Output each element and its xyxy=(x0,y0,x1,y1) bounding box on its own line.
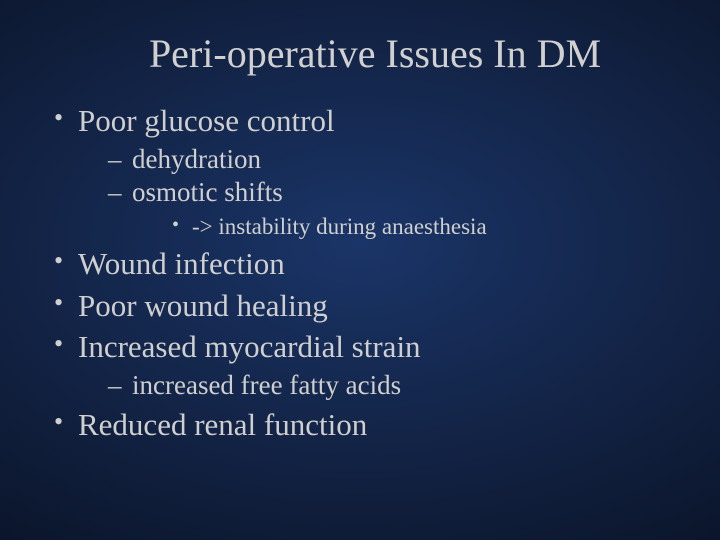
list-item: Wound infection xyxy=(50,244,670,284)
sub-list: dehydration osmotic shifts -> instabilit… xyxy=(78,143,670,242)
bullet-text: Wound infection xyxy=(78,246,285,281)
bullet-list: Poor glucose control dehydration osmotic… xyxy=(50,101,670,445)
list-item: -> instability during anaesthesia xyxy=(170,212,670,242)
sub-sub-list: -> instability during anaesthesia xyxy=(132,212,670,242)
sub-list: increased free fatty acids xyxy=(78,369,670,403)
list-item: Poor glucose control dehydration osmotic… xyxy=(50,101,670,242)
bullet-text: -> instability during anaesthesia xyxy=(192,214,487,239)
bullet-text: Poor glucose control xyxy=(78,103,335,138)
slide-title: Peri-operative Issues In DM xyxy=(50,30,670,77)
bullet-text: Reduced renal function xyxy=(78,407,367,442)
bullet-text: Poor wound healing xyxy=(78,288,328,323)
bullet-text: osmotic shifts xyxy=(132,177,283,207)
list-item: increased free fatty acids xyxy=(108,369,670,403)
list-item: dehydration xyxy=(108,143,670,177)
bullet-text: increased free fatty acids xyxy=(132,370,401,400)
list-item: Increased myocardial strain increased fr… xyxy=(50,327,670,402)
bullet-text: dehydration xyxy=(132,144,261,174)
list-item: Poor wound healing xyxy=(50,286,670,326)
list-item: Reduced renal function xyxy=(50,405,670,445)
slide: Peri-operative Issues In DM Poor glucose… xyxy=(0,0,720,540)
list-item: osmotic shifts -> instability during ana… xyxy=(108,176,670,242)
bullet-text: Increased myocardial strain xyxy=(78,329,421,364)
